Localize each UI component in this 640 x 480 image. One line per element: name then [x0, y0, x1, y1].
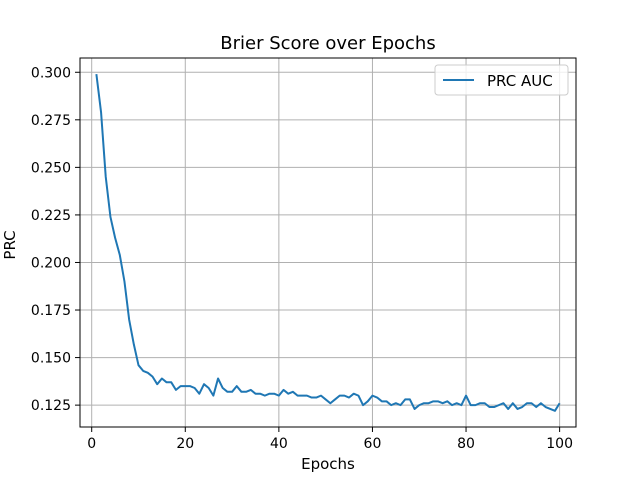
- y-tick-label: 0.275: [31, 113, 71, 129]
- x-axis-title: Epochs: [301, 455, 355, 473]
- x-tick-label: 100: [546, 436, 573, 452]
- x-tick-label: 60: [364, 436, 382, 452]
- legend-label: PRC AUC: [487, 72, 553, 90]
- y-tick-label: 0.200: [31, 255, 71, 271]
- plot-frame: [79, 57, 577, 428]
- x-tick-label: 40: [270, 436, 288, 452]
- y-tick-label: 0.250: [31, 160, 71, 176]
- series-line-prc-auc: [95, 74, 561, 412]
- y-tick-label: 0.300: [31, 65, 71, 81]
- legend: PRC AUC: [434, 64, 569, 96]
- legend-box: [434, 64, 569, 96]
- y-axis-title: PRC: [1, 230, 19, 259]
- y-tick-label: 0.175: [31, 303, 71, 319]
- x-tick-label: 0: [87, 436, 96, 452]
- y-tick-label: 0.125: [31, 398, 71, 414]
- y-tick-label: 0.225: [31, 208, 71, 224]
- x-tick-label: 20: [176, 436, 194, 452]
- y-tick-label: 0.150: [31, 351, 71, 367]
- tick-layer: 0 20 40 60 80 100 0.125 0.150 0.175 0.200 0.225 0.2…: [31, 65, 573, 452]
- chart-title: Brier Score over Epochs: [220, 33, 435, 54]
- grid-lines: [80, 58, 576, 427]
- series-layer: [95, 74, 561, 412]
- x-tick-label: 80: [457, 436, 475, 452]
